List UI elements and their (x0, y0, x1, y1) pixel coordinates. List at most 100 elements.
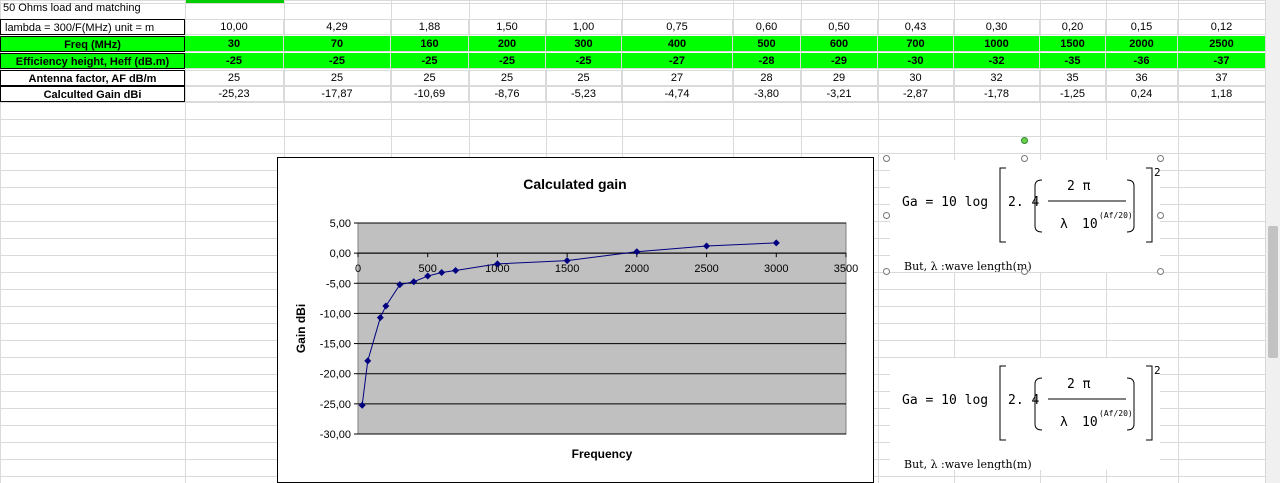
table-cell[interactable]: 1,18 (1178, 86, 1266, 102)
table-cell[interactable]: -35 (1040, 53, 1106, 69)
scrollbar-thumb[interactable] (1268, 226, 1278, 358)
table-cell[interactable]: 400 (622, 36, 733, 52)
table-cell[interactable]: 0,15 (1106, 19, 1178, 35)
table-cell[interactable]: -28 (733, 53, 801, 69)
formula-note: But, λ :wave length(m) (904, 260, 1032, 272)
vertical-scrollbar[interactable] (1265, 0, 1280, 483)
chart-calculated-gain[interactable]: 5,00 0,00 -5,00 -10,00 -15,00 -20,00 -25,00 -30… (277, 157, 874, 483)
table-cell[interactable]: 2000 (1106, 36, 1178, 52)
table-cell[interactable]: 600 (801, 36, 878, 52)
table-cell[interactable]: 2500 (1178, 36, 1266, 52)
resize-handle[interactable] (883, 212, 890, 219)
table-cell[interactable]: 0,12 (1178, 19, 1266, 35)
gridline (0, 0, 1266, 1)
table-cell[interactable]: 27 (622, 70, 733, 86)
formula-lhs: Ga = 10 log (902, 393, 988, 408)
table-cell[interactable]: -25,23 (185, 86, 284, 102)
table-cell[interactable]: 0,24 (1106, 86, 1178, 102)
table-cell[interactable]: 25 (469, 70, 546, 86)
table-cell[interactable]: 1,50 (469, 19, 546, 35)
table-cell[interactable]: -8,76 (469, 86, 546, 102)
data-point (438, 268, 446, 276)
y-tick-label: -5,00 (326, 278, 351, 290)
resize-handle[interactable] (1157, 268, 1164, 275)
x-tick-label: 2500 (694, 263, 718, 275)
row-label[interactable]: Calculted Gain dBi (0, 86, 185, 102)
table-cell[interactable]: 30 (185, 36, 284, 52)
row-label[interactable]: Efficiency height, Heff (dB.m) (0, 53, 185, 69)
table-cell[interactable]: 0,20 (1040, 19, 1106, 35)
table-cell[interactable]: -3,21 (801, 86, 878, 102)
table-cell[interactable]: 700 (878, 36, 954, 52)
table-cell[interactable]: -25 (469, 53, 546, 69)
table-cell[interactable]: 25 (391, 70, 469, 86)
table-cell[interactable]: 25 (546, 70, 622, 86)
table-cell[interactable]: -5,23 (546, 86, 622, 102)
table-cell[interactable]: 160 (391, 36, 469, 52)
table-cell[interactable]: -25 (391, 53, 469, 69)
left-paren (1034, 179, 1043, 233)
table-cell[interactable]: -29 (801, 53, 878, 69)
gridline (878, 0, 879, 483)
table-cell[interactable]: 35 (1040, 70, 1106, 86)
table-cell[interactable]: -1,78 (954, 86, 1040, 102)
formula-coef: 2. 4 (1008, 195, 1039, 210)
table-cell[interactable]: -32 (954, 53, 1040, 69)
resize-handle[interactable] (1021, 155, 1028, 162)
formula-object-1[interactable]: Ga = 10 log 2. 4 2 π λ 10 (Af/20) 2 But, λ :wav… (890, 160, 1161, 273)
data-point (703, 242, 711, 250)
formula-numerator: 2 π (1067, 179, 1091, 194)
table-cell[interactable]: 0,50 (801, 19, 878, 35)
table-cell[interactable]: 1,88 (391, 19, 469, 35)
y-tick-label: -30,00 (320, 429, 351, 441)
table-cell[interactable]: -25 (546, 53, 622, 69)
row-label[interactable]: Freq (MHz) (0, 36, 185, 52)
table-cell[interactable]: 300 (546, 36, 622, 52)
table-cell[interactable]: 30 (878, 70, 954, 86)
table-cell[interactable]: -2,87 (878, 86, 954, 102)
table-cell[interactable]: 36 (1106, 70, 1178, 86)
table-cell[interactable]: 37 (1178, 70, 1266, 86)
table-cell[interactable]: -10,69 (391, 86, 469, 102)
table-cell[interactable]: 500 (733, 36, 801, 52)
rotate-handle[interactable] (1021, 137, 1028, 144)
table-cell[interactable]: 25 (284, 70, 391, 86)
table-cell[interactable]: -36 (1106, 53, 1178, 69)
table-cell[interactable]: 25 (185, 70, 284, 86)
table-cell[interactable]: 32 (954, 70, 1040, 86)
resize-handle[interactable] (1157, 155, 1164, 162)
table-cell[interactable]: 28 (733, 70, 801, 86)
table-cell[interactable]: -17,87 (284, 86, 391, 102)
table-cell[interactable]: -25 (185, 53, 284, 69)
table-cell[interactable]: 200 (469, 36, 546, 52)
table-cell[interactable]: -3,80 (733, 86, 801, 102)
table-cell[interactable]: -1,25 (1040, 86, 1106, 102)
table-cell[interactable]: 10,00 (185, 19, 284, 35)
table-cell[interactable]: -25 (284, 53, 391, 69)
table-cell[interactable]: 1500 (1040, 36, 1106, 52)
row-label[interactable]: Antenna factor, AF dB/m (0, 70, 185, 86)
table-cell[interactable]: 0,60 (733, 19, 801, 35)
formula-object-2[interactable]: Ga = 10 log 2. 4 2 π λ 10 (Af/20) 2 But, λ :wav… (890, 358, 1161, 471)
table-cell[interactable]: 1000 (954, 36, 1040, 52)
table-cell[interactable]: 29 (801, 70, 878, 86)
table-cell[interactable]: 1,00 (546, 19, 622, 35)
selected-cell-strip[interactable] (186, 0, 284, 3)
data-point (410, 278, 418, 286)
note-cell[interactable]: 50 Ohms load and matching (3, 2, 141, 14)
resize-handle[interactable] (1021, 268, 1028, 275)
table-cell[interactable]: 0,30 (954, 19, 1040, 35)
table-cell[interactable]: 4,29 (284, 19, 391, 35)
table-cell[interactable]: 70 (284, 36, 391, 52)
table-cell[interactable]: -27 (622, 53, 733, 69)
row-label[interactable]: lambda = 300/F(MHz) unit = m (0, 19, 185, 35)
table-cell[interactable]: 0,43 (878, 19, 954, 35)
table-cell[interactable]: -30 (878, 53, 954, 69)
table-cell[interactable]: -4,74 (622, 86, 733, 102)
resize-handle[interactable] (883, 268, 890, 275)
table-cell[interactable]: -37 (1178, 53, 1266, 69)
gridline (0, 86, 1266, 87)
resize-handle[interactable] (1157, 212, 1164, 219)
table-cell[interactable]: 0,75 (622, 19, 733, 35)
resize-handle[interactable] (883, 155, 890, 162)
